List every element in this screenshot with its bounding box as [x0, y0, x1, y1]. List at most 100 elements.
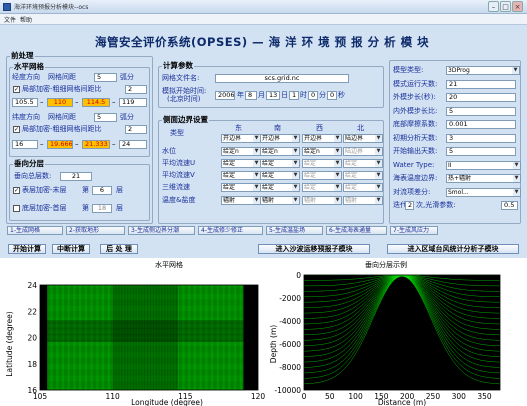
preprocess-group [6, 56, 153, 224]
chevron-down-icon: ▼ [334, 197, 341, 204]
bc-select[interactable]: 给定 ▼ [302, 183, 342, 192]
model-out-input[interactable]: 5 [446, 147, 516, 156]
lon-refine-start-input[interactable]: 110 [47, 98, 73, 107]
start-sec-input[interactable]: 0 [327, 91, 337, 100]
bc-select[interactable]: 给定 ▼ [343, 171, 383, 180]
bc-select[interactable]: 开边界 ▼ [260, 134, 300, 143]
step-button-1[interactable]: 1-生成网格 [7, 226, 63, 235]
bc-select[interactable]: 辐射 ▼ [343, 196, 383, 205]
step-button-2[interactable]: 2-获取地形 [66, 226, 125, 235]
bc-col-header: 北 [357, 124, 364, 132]
close-button[interactable]: × [512, 1, 523, 12]
lat-end-input[interactable]: 24 [119, 140, 147, 149]
model-smooth-input[interactable]: 0.5 [501, 201, 518, 210]
lat-refine-input[interactable]: 2 [125, 125, 147, 134]
bc-col-header: 南 [274, 124, 281, 132]
hplot-xlabel: Longitude (degree) [131, 398, 203, 406]
postprocess-button[interactable]: 后 处 理 [100, 244, 138, 254]
bc-select[interactable]: 给定 ▼ [343, 183, 383, 192]
lon-end-input[interactable]: 119 [119, 98, 147, 107]
bc-select[interactable]: 开边界 ▼ [302, 134, 342, 143]
surf-refine-checkbox[interactable]: ✓ [13, 187, 20, 194]
model-sst-select[interactable]: 热+辐射 ▼ [446, 174, 521, 183]
step-button-7[interactable]: 7-生成风应力 [390, 226, 438, 235]
bc-select[interactable]: 给定 ▼ [221, 159, 261, 168]
start-month-input[interactable]: 8 [245, 91, 257, 100]
lat-refine-end-input[interactable]: 21.333 [82, 140, 110, 149]
lat-refine-checkbox[interactable]: ✓ [13, 126, 20, 133]
start-min-input[interactable]: 0 [308, 91, 318, 100]
model-ext-input[interactable]: 20 [446, 93, 516, 102]
bc-select[interactable]: 辐射 ▼ [221, 196, 261, 205]
lon-refine-input[interactable]: 2 [125, 85, 147, 94]
lon-interval-label: 网格间距 [48, 73, 76, 81]
step-button-5[interactable]: 5-生成温盐场 [266, 226, 323, 235]
model-ext-label: 外模步长(秒): [393, 93, 436, 101]
step-button-6[interactable]: 6-生成海表通量 [326, 226, 387, 235]
bc-select[interactable]: 给定 ▼ [260, 183, 300, 192]
start-calc-button[interactable]: 开始计算 [8, 244, 46, 254]
start-year-input[interactable]: 2006 [215, 91, 235, 100]
lat-interval-input[interactable]: 5 [94, 113, 117, 122]
bot-refine-checkbox[interactable] [13, 205, 20, 212]
minimize-button[interactable]: – [488, 1, 499, 12]
vplot-xtick: 100 [348, 392, 363, 401]
bc-select[interactable]: 给定n ▼ [260, 147, 300, 156]
lat-refine-start-input[interactable]: 19.666 [47, 140, 73, 149]
model-init-input[interactable]: 3 [446, 133, 516, 143]
hplot-title: 水平网格 [155, 260, 183, 269]
menu-help[interactable]: 帮助 [20, 17, 33, 24]
lon-start-input[interactable]: 105.5 [12, 98, 38, 107]
vplot-xlabel: Distance (m) [378, 398, 426, 406]
calc-title: 计算参数 [162, 61, 194, 70]
bc-select[interactable]: 给定 ▼ [343, 159, 383, 168]
start-day-input[interactable]: 13 [266, 91, 280, 100]
typhoon-module-button[interactable]: 进入区域台风统计分析子模块 [387, 244, 519, 254]
bc-select[interactable]: 给定n ▼ [221, 147, 261, 156]
vplot-ytick: -6000 [279, 340, 301, 349]
maximize-button[interactable]: □ [500, 1, 511, 12]
bc-select[interactable]: 给定 ▼ [260, 171, 300, 180]
bc-select[interactable]: 辐射 ▼ [302, 196, 342, 205]
bc-select[interactable]: 陆边界 ▼ [343, 134, 383, 143]
chevron-down-icon: ▼ [375, 160, 382, 167]
model-int-label: 内外模步长比: [393, 106, 438, 115]
model-int-input[interactable]: 5 [446, 106, 516, 116]
model-rough-input[interactable]: 0.001 [446, 120, 516, 129]
lat-start-input[interactable]: 16 [12, 140, 38, 149]
start-time-label: 模拟开始时间: [162, 87, 207, 95]
surf-layer-input[interactable]: 6 [92, 186, 112, 195]
bc-row-label: 三维流速 [162, 183, 190, 191]
lon-interval-input[interactable]: 5 [94, 73, 117, 82]
bot-layer-input[interactable]: 18 [92, 204, 112, 213]
model-type-select[interactable]: 3DProg ▼ [446, 66, 520, 75]
menu-file[interactable]: 文件 [4, 17, 17, 24]
chevron-down-icon: ▼ [334, 172, 341, 179]
vlayer-total-input[interactable]: 21 [60, 172, 92, 181]
step-button-3[interactable]: 3-生成侧边界分潮 [128, 226, 195, 235]
lon-refine-checkbox[interactable]: ✓ [13, 86, 20, 93]
model-days-input[interactable]: 21 [446, 79, 516, 89]
bc-select[interactable]: 给定 ▼ [302, 159, 342, 168]
start-hour-input[interactable]: 1 [289, 91, 299, 100]
model-iter-input[interactable]: 2 [405, 201, 414, 210]
vplot-title: 垂向分层示例 [365, 260, 407, 269]
model-adv-select[interactable]: Smol... ▼ [446, 187, 521, 197]
bc-select[interactable]: 辐射 ▼ [260, 196, 300, 205]
bc-select[interactable]: 给定 ▼ [260, 159, 300, 168]
sand-wave-module-button[interactable]: 进入沙波运移预报子模块 [258, 244, 370, 254]
bc-type-header: 类型 [170, 129, 184, 137]
model-water-select[interactable]: II ▼ [446, 160, 521, 170]
lon-refine-end-input[interactable]: 114.5 [82, 98, 110, 107]
bc-select[interactable]: 给定 ▼ [302, 171, 342, 180]
bc-select[interactable]: 给定 ▼ [221, 171, 261, 180]
bc-select[interactable]: 陆边界 ▼ [343, 147, 383, 156]
bc-select[interactable]: 给定n ▼ [302, 147, 342, 156]
stop-calc-button[interactable]: 中断计算 [52, 244, 90, 254]
step-button-4[interactable]: 4-生成修少修正 [198, 226, 263, 235]
bc-select[interactable]: 给定 ▼ [221, 183, 261, 192]
hplot-ytick: 18 [27, 360, 37, 369]
model-type-label: 模型类型: [393, 66, 424, 74]
grid-file-input[interactable]: scs.grid.nc [215, 74, 349, 83]
bc-select[interactable]: 开边界 ▼ [221, 134, 261, 143]
